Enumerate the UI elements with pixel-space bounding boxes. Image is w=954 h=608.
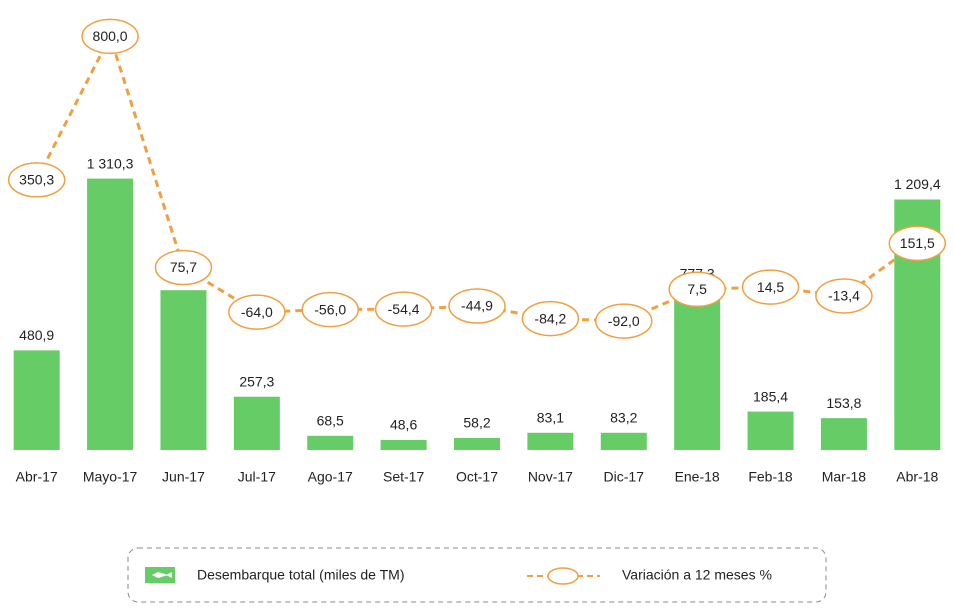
x-tick-label: Mayo-17 [83, 469, 138, 485]
x-tick-label: Nov-17 [528, 469, 573, 485]
point-marker [815, 278, 873, 314]
data-label: 151,5 [900, 235, 935, 251]
data-label: -44,9 [461, 298, 493, 314]
bar [527, 432, 574, 450]
x-tick-label: Dic-17 [604, 469, 645, 485]
x-tick-label: Feb-18 [748, 469, 793, 485]
data-label: 7,5 [687, 281, 707, 297]
point-marker [301, 291, 359, 328]
bar [600, 432, 647, 450]
bar [820, 418, 867, 450]
x-tick-label: Ago-17 [308, 469, 353, 485]
data-label: 1 310,3 [87, 155, 134, 171]
x-tick-label: Abr-17 [16, 469, 58, 485]
x-tick-label: Mar-18 [822, 469, 867, 485]
legend-marker [547, 567, 579, 585]
data-label: -56,0 [314, 301, 346, 317]
bar [233, 396, 280, 450]
data-label: -13,4 [828, 288, 860, 304]
point-marker [154, 249, 213, 286]
data-label: -92,0 [608, 313, 640, 329]
point-marker [595, 303, 653, 339]
bar [13, 350, 60, 450]
data-label: 1 209,4 [894, 176, 941, 192]
x-tick-label: Ene-18 [675, 469, 720, 485]
bar [747, 411, 794, 450]
point-marker [448, 288, 506, 324]
point-marker [81, 18, 139, 55]
data-label: 350,3 [19, 172, 54, 188]
point-marker [7, 162, 66, 198]
legend-fish-icon [152, 572, 172, 578]
data-label: 58,2 [463, 415, 490, 431]
data-label: 185,4 [753, 388, 788, 404]
point-marker [741, 269, 800, 305]
data-label: 14,5 [757, 279, 784, 295]
point-marker [521, 300, 580, 337]
data-label: 68,5 [317, 413, 344, 429]
point-marker [668, 271, 726, 308]
x-tick-label: Jun-17 [162, 469, 205, 485]
point-marker [228, 294, 286, 330]
data-label: 257,3 [239, 373, 274, 389]
bar [674, 288, 721, 450]
data-label: -54,4 [388, 301, 420, 317]
point-marker [374, 291, 433, 327]
data-label: 83,1 [537, 409, 564, 425]
data-label: 75,7 [170, 259, 197, 275]
bar [87, 178, 134, 450]
data-label: 153,8 [826, 395, 861, 411]
legend-box [127, 547, 827, 603]
data-label: 800,0 [93, 28, 128, 44]
data-label: 480,9 [19, 327, 54, 343]
legend-label: Variación a 12 meses % [622, 567, 772, 583]
x-tick-label: Jul-17 [238, 469, 276, 485]
point-marker [888, 225, 947, 262]
legend-label: Desembarque total (miles de TM) [197, 567, 404, 583]
data-label: 48,6 [390, 417, 417, 433]
bar [380, 439, 427, 450]
x-tick-label: Oct-17 [456, 469, 498, 485]
bar [454, 437, 500, 450]
bar [160, 290, 207, 450]
bar [307, 435, 354, 450]
x-tick-label: Abr-18 [896, 469, 938, 485]
data-label: 83,2 [610, 409, 637, 425]
x-tick-label: Set-17 [383, 469, 424, 485]
data-label: -64,0 [241, 304, 273, 320]
data-label: -84,2 [534, 310, 566, 326]
